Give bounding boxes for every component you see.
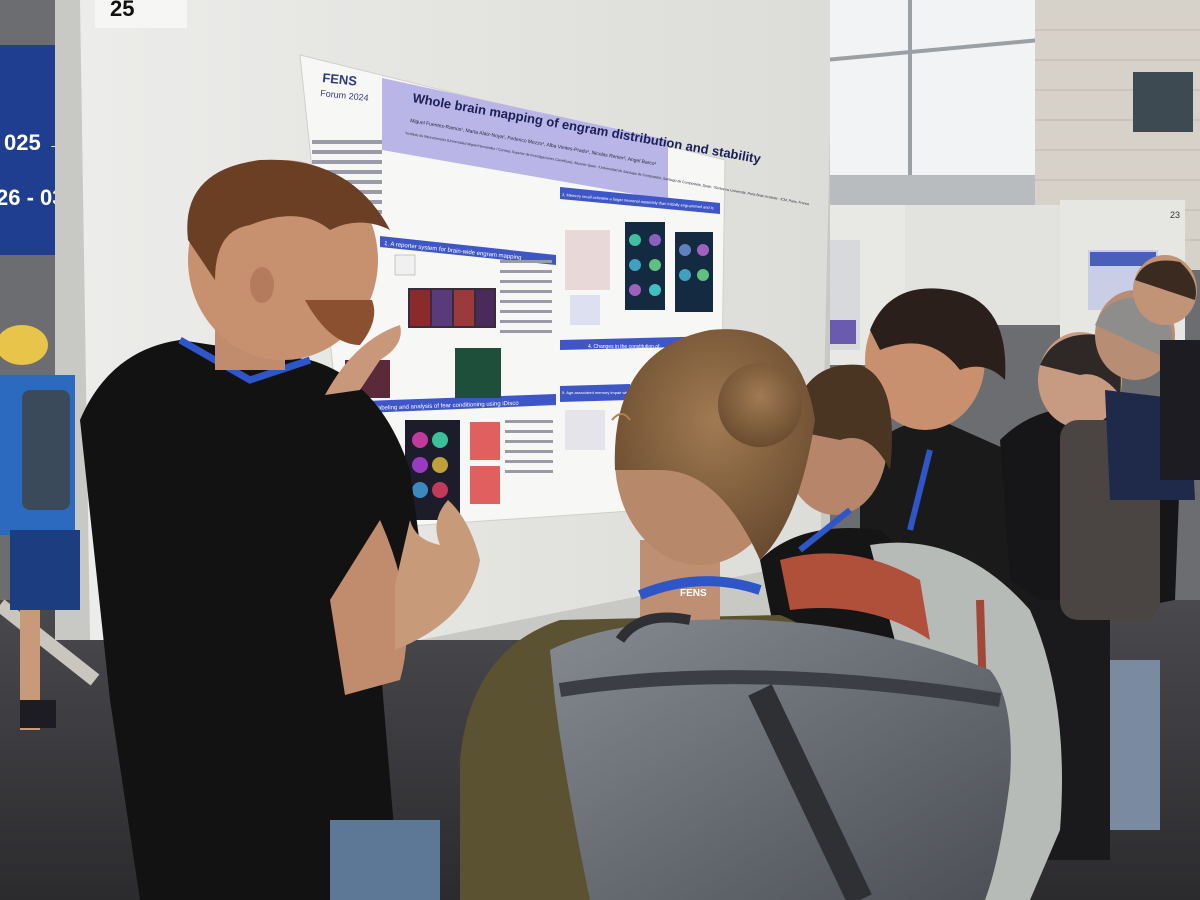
hall-sign <box>0 45 62 255</box>
presenter-hair <box>187 159 390 280</box>
presenter-ear <box>250 267 274 303</box>
section1-header <box>380 236 556 265</box>
board-number: 25 <box>110 0 134 21</box>
section2-header <box>338 394 556 414</box>
presenter-shirt <box>80 340 430 900</box>
section4-title: 4. Changes in the constitution of <box>588 344 660 350</box>
lanyard-text: FENS <box>680 588 707 599</box>
attendee-far-right <box>1133 255 1200 480</box>
background-person-left <box>0 325 80 730</box>
board-number-plate <box>95 0 187 28</box>
presenter-beard <box>305 300 375 345</box>
poster-title-banner <box>382 78 668 200</box>
right-board-number: 23 <box>1170 210 1180 220</box>
gray-rolltop-backpack <box>550 612 1011 900</box>
presenter-hand <box>395 500 480 650</box>
section5-header <box>560 384 630 402</box>
section3-header <box>560 187 720 214</box>
presenter <box>80 159 480 900</box>
presenter-raised-hand <box>325 325 401 395</box>
queue-railing <box>0 599 100 686</box>
window-frames <box>824 0 1041 175</box>
wall-window <box>1133 72 1193 132</box>
section5-title: 5. Age-associated memory impair with dys… <box>562 390 664 395</box>
poster-logo: FENS <box>322 70 358 89</box>
skylight-window <box>825 0 1040 175</box>
woman-bun <box>718 363 802 447</box>
presenter-arm <box>330 520 407 695</box>
